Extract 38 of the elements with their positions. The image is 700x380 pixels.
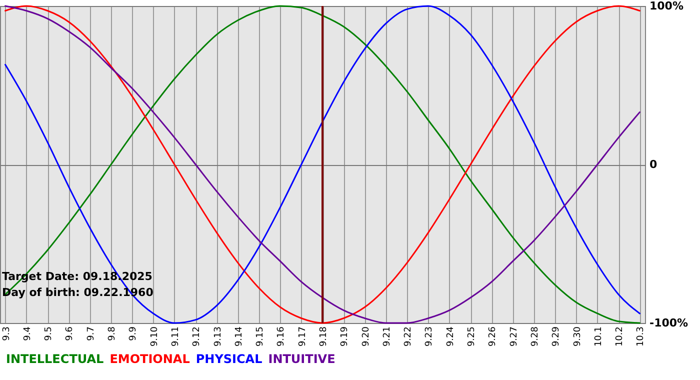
- x-tick-label: 9.23: [424, 326, 435, 347]
- y-tick-label: -100%: [650, 316, 688, 330]
- x-tick-label: 9.27: [509, 326, 520, 347]
- x-tick-label: 9.9: [128, 326, 139, 341]
- x-tick-label: 9.19: [340, 326, 350, 347]
- x-tick-label: 9.11: [170, 326, 181, 347]
- x-tick-label: 9.15: [256, 326, 266, 347]
- x-tick-label: 9.20: [361, 326, 372, 347]
- x-tick-label: 9.17: [298, 326, 308, 347]
- text: EMOTIONAL: [110, 352, 190, 366]
- x-tick-label: 9.24: [446, 326, 456, 347]
- x-tick-label: 10.2: [615, 326, 626, 347]
- x-tick-label: 9.18: [319, 326, 329, 347]
- x-tick-label: 9.13: [213, 326, 224, 347]
- x-tick-label: 9.4: [22, 326, 33, 341]
- y-tick-label: 100%: [650, 0, 684, 12]
- text: PHYSICAL: [196, 352, 262, 366]
- x-tick-label: 9.22: [404, 326, 414, 347]
- x-tick-label: 10.3: [636, 326, 646, 347]
- text: INTUITIVE: [268, 352, 336, 366]
- x-tick-label: 9.29: [552, 326, 562, 347]
- y-tick-label: 0: [650, 158, 658, 171]
- x-tick-label: 9.28: [530, 326, 540, 347]
- x-tick-label: 9.10: [150, 326, 160, 347]
- x-tick-label: 9.5: [44, 326, 54, 341]
- x-tick-label: 9.26: [488, 326, 498, 347]
- x-tick-label: 9.8: [108, 326, 118, 341]
- x-tick-label: 9.30: [572, 326, 583, 347]
- x-tick-label: 9.21: [382, 326, 392, 347]
- x-tick-label: 10.1: [594, 326, 604, 347]
- x-tick-label: 9.3: [2, 326, 12, 341]
- text: INTELLECTUAL: [6, 352, 104, 366]
- x-tick-label: 9.16: [276, 326, 287, 347]
- x-tick-label: 9.6: [65, 326, 76, 341]
- x-tick-label: 9.7: [86, 326, 96, 341]
- x-tick-label: 9.12: [192, 326, 202, 347]
- x-tick-label: 9.25: [467, 326, 478, 347]
- x-tick-label: 9.14: [234, 326, 244, 347]
